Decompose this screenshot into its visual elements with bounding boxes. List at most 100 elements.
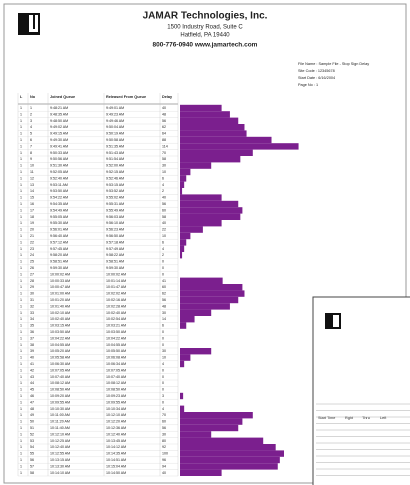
table-cell: 1 xyxy=(20,324,22,328)
table-cell: 9:51:30 AM xyxy=(50,164,68,168)
delay-bar xyxy=(180,277,223,284)
table-cell: 32 xyxy=(30,304,34,308)
table-cell: 10:12:55 AM xyxy=(50,452,70,456)
table-cell: 2 xyxy=(30,112,32,116)
table-cell: 10 xyxy=(162,170,166,174)
table-cell: 8 xyxy=(30,151,32,155)
table-cell: 10:01:20 AM xyxy=(50,298,70,302)
table-cell: 30 xyxy=(162,164,166,168)
table-cell: 25 xyxy=(30,260,34,264)
info-line: Site Code : 12345678 xyxy=(298,69,335,73)
table-cell: 1 xyxy=(20,445,22,449)
table-cell: 1 xyxy=(20,106,22,110)
table-cell: 0 xyxy=(162,375,164,379)
table-cell: 47 xyxy=(30,400,34,404)
table-cell: 9:48:21 AM xyxy=(50,106,68,110)
delay-bar xyxy=(180,130,247,137)
delay-bars xyxy=(180,104,299,476)
table-cell: 9:49:15 AM xyxy=(50,132,68,136)
table-cell: 10:06:30 AM xyxy=(50,362,70,366)
table-cell: 9:56:50 AM xyxy=(106,234,124,238)
table-cell: 10:11:20 AM xyxy=(50,420,70,424)
table-cell: 6 xyxy=(162,176,164,180)
delay-bar xyxy=(180,418,243,425)
table-cell: 94 xyxy=(162,464,166,468)
table-cell: 10:08:12 AM xyxy=(106,381,126,385)
table-cell: 10:14:51 AM xyxy=(106,458,126,462)
table-cell: 29 xyxy=(30,285,34,289)
table-cell: 12 xyxy=(30,176,34,180)
table-cell: 58 xyxy=(162,215,166,219)
table-cell: 10:14:12 AM xyxy=(106,445,126,449)
delay-bar xyxy=(180,252,183,259)
table-cell: 100 xyxy=(162,452,168,456)
table-cell: 9:56:10 AM xyxy=(106,221,124,225)
info-line: Page No : 1 xyxy=(298,83,318,87)
table-cell: 1 xyxy=(20,266,22,270)
table-cell: 10 xyxy=(162,356,166,360)
table-cell: 9:49:30 AM xyxy=(50,138,68,142)
table-cell: 1 xyxy=(20,464,22,468)
table-cell: 0 xyxy=(162,336,164,340)
delay-bar xyxy=(180,360,185,368)
delay-bar xyxy=(180,239,187,246)
delay-bar xyxy=(180,424,239,432)
table-cell: 4 xyxy=(162,183,164,187)
table-cell: 10:11:00 AM xyxy=(50,413,70,417)
table-cell: 10:07:40 AM xyxy=(106,375,126,379)
table-cell: 60 xyxy=(162,208,166,212)
table-cell: 1 xyxy=(20,234,22,238)
table-cell: 3 xyxy=(30,119,32,123)
table-cell: 10:00:02 AM xyxy=(106,272,126,276)
table-cell: 9:52:00 AM xyxy=(106,164,124,168)
table-cell: 0 xyxy=(162,388,164,392)
table-cell: 9:54:35 AM xyxy=(50,202,68,206)
table-cell: 10:03:21 AM xyxy=(106,324,126,328)
delay-bar xyxy=(180,303,230,310)
table-cell: 1 xyxy=(20,202,22,206)
table-cell: 1 xyxy=(20,349,22,353)
table-cell: 10:01:47 AM xyxy=(106,285,126,289)
table-cell: 10:01:00 AM xyxy=(50,292,70,296)
delay-bar xyxy=(180,226,203,233)
table-cell: 1 xyxy=(20,119,22,123)
table-cell: 50 xyxy=(30,420,34,424)
table-cell: 9:59:30 AM xyxy=(106,266,124,270)
delay-bar xyxy=(180,322,187,329)
delay-bar xyxy=(180,156,241,163)
table-cell: 10:06:34 AM xyxy=(106,362,126,366)
table-cell: 64 xyxy=(162,132,166,136)
table-cell: 9:58:51 AM xyxy=(50,260,68,264)
table-cell: 56 xyxy=(162,298,166,302)
file-info: File Name : Sample File - Stop Sign Dela… xyxy=(298,62,369,87)
info-line: Start Date : 6/16/2004 xyxy=(298,76,335,80)
table-cell: 10:12:10 AM xyxy=(106,413,126,417)
table-cell: 10:05:50 AM xyxy=(106,349,126,353)
table-cell: 49 xyxy=(30,413,34,417)
delay-bar xyxy=(180,405,185,412)
delay-bar xyxy=(180,162,212,169)
table-cell: 40 xyxy=(162,106,166,110)
table-cell: 1 xyxy=(20,336,22,340)
table-cell: 10:04:22 AM xyxy=(50,336,70,340)
delay-bar xyxy=(180,469,222,476)
table-cell: 1 xyxy=(20,420,22,424)
table-cell: 1 xyxy=(20,228,22,232)
table-cell: 10:02:10 AM xyxy=(50,311,70,315)
table-cell: 46 xyxy=(30,394,34,398)
table-cell: 33 xyxy=(30,311,34,315)
table-cell: 10:13:45 AM xyxy=(106,439,126,443)
table-cell: 10:10:34 AM xyxy=(106,407,126,411)
table-cell: 9:52:40 AM xyxy=(50,176,68,180)
table-cell: 0 xyxy=(162,381,164,385)
table-cell: 10:13:15 AM xyxy=(50,458,70,462)
table-cell: 9:55:05 AM xyxy=(50,215,68,219)
table-cell: 9:55:30 AM xyxy=(50,221,68,225)
delay-bar xyxy=(180,175,187,182)
delay-bar xyxy=(180,136,272,144)
table-cell: 1 xyxy=(20,144,22,148)
table-cell: 10:03:15 AM xyxy=(50,324,70,328)
delay-bar xyxy=(180,431,212,438)
table-cell: 10:07:05 AM xyxy=(106,368,126,372)
second-page-table: Start Time Rght Thru Left xyxy=(316,403,410,476)
